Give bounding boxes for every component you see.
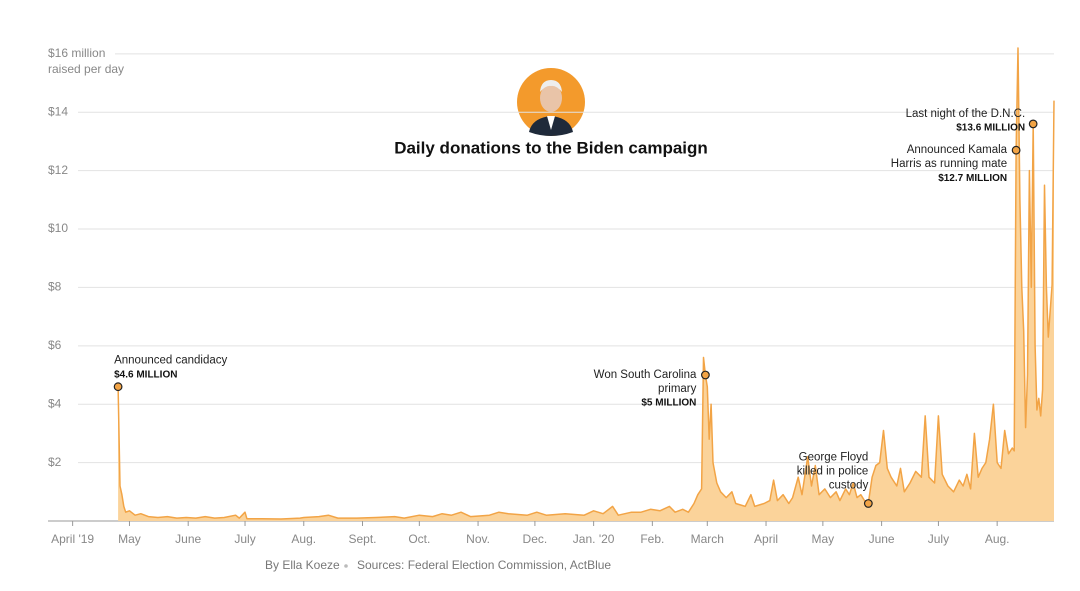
y-tick-label: $2 bbox=[48, 455, 62, 469]
x-tick-label: May bbox=[118, 532, 141, 546]
annotation-value: $4.6 MILLION bbox=[114, 369, 177, 380]
annotation-value: $13.6 MILLION bbox=[956, 123, 1025, 134]
x-tick-label: May bbox=[812, 532, 835, 546]
x-tick-label: Dec. bbox=[523, 532, 548, 546]
area-line bbox=[117, 47, 1055, 520]
annotation-value: $12.7 MILLION bbox=[938, 173, 1007, 184]
annotation-text: Announced candidacy bbox=[114, 355, 227, 367]
x-tick-label: Aug. bbox=[291, 532, 316, 546]
annotation-text: custody bbox=[829, 480, 869, 492]
annotation-point bbox=[1028, 119, 1038, 129]
y-tick-label: $8 bbox=[48, 280, 62, 294]
x-tick-label: July bbox=[928, 532, 949, 546]
x-tick-label: April '19 bbox=[51, 532, 94, 546]
y-tick-label: $14 bbox=[48, 104, 68, 118]
y-tick-label: $12 bbox=[48, 163, 68, 177]
x-tick-label: June bbox=[869, 532, 895, 546]
annotation-text: Last night of the D.N.C. bbox=[906, 108, 1026, 120]
x-tick-label: Feb. bbox=[640, 532, 664, 546]
y-tick-label: $16 million bbox=[48, 46, 105, 60]
x-tick-label: April bbox=[754, 532, 778, 546]
annotation-point bbox=[701, 370, 710, 380]
annotation-text: Won South Carolina bbox=[594, 369, 697, 381]
annotation-text: George Floyd bbox=[799, 452, 869, 464]
x-tick-label: July bbox=[234, 532, 255, 546]
annotation-text: primary bbox=[658, 383, 697, 395]
x-tick-label: Sept. bbox=[348, 532, 376, 546]
y-tick-label: $6 bbox=[48, 338, 62, 352]
annotation-point bbox=[1011, 145, 1021, 155]
source: Sources: Federal Election Commission, Ac… bbox=[357, 558, 611, 572]
y-tick-label: $4 bbox=[48, 396, 62, 410]
portrait bbox=[517, 68, 585, 136]
x-tick-label: Nov. bbox=[466, 532, 490, 546]
x-tick-label: Jan. '20 bbox=[573, 532, 615, 546]
separator bbox=[344, 564, 348, 568]
credit: By Ella Koeze bbox=[265, 558, 340, 572]
annotation-value: $5 MILLION bbox=[641, 398, 696, 409]
annotation-point bbox=[113, 382, 123, 392]
x-tick-label: Aug. bbox=[985, 532, 1010, 546]
y-axis-unit: raised per day bbox=[48, 62, 124, 76]
y-tick-label: $10 bbox=[48, 221, 68, 235]
annotation-text: Harris as running mate bbox=[891, 158, 1007, 170]
annotation-text: killed in police bbox=[797, 466, 869, 478]
x-tick-label: June bbox=[175, 532, 201, 546]
x-tick-label: March bbox=[691, 532, 724, 546]
annotation-text: Announced Kamala bbox=[907, 144, 1008, 156]
x-tick-label: Oct. bbox=[408, 532, 430, 546]
annotation-point bbox=[863, 499, 873, 508]
chart-title: Daily donations to the Biden campaign bbox=[394, 138, 708, 157]
